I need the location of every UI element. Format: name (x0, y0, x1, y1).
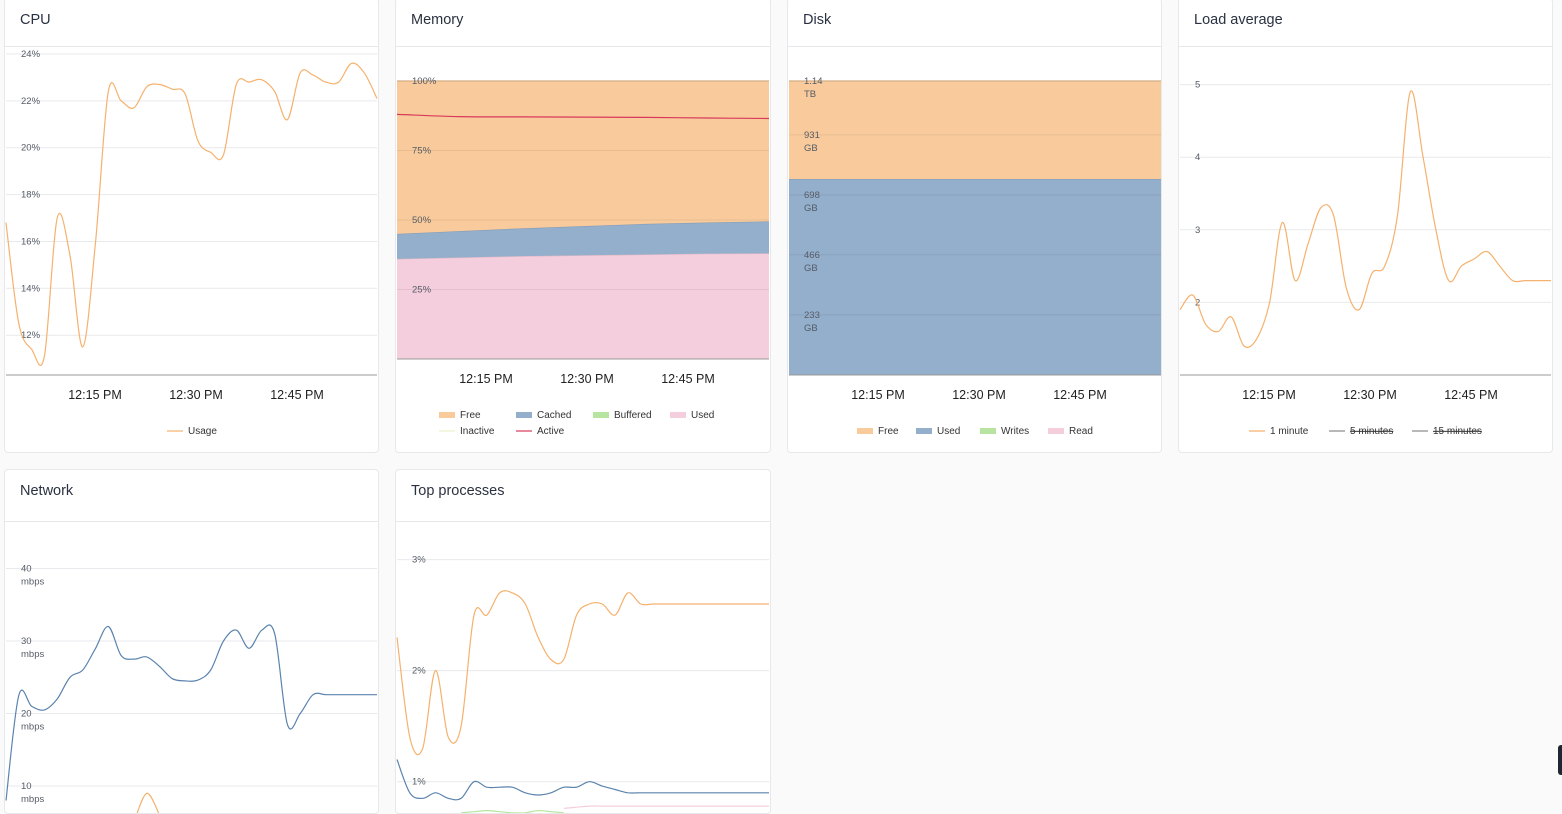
legend-label: 1 minute (1270, 426, 1309, 437)
legend-swatch (980, 428, 996, 434)
series-line-3 (461, 809, 564, 813)
legend-swatch (857, 428, 873, 434)
card-title: CPU (20, 12, 51, 28)
card-title: Disk (803, 12, 832, 28)
y-tick-label: 4 (1195, 152, 1200, 163)
y-tick-label: 16% (21, 237, 41, 248)
series-line-4 (563, 805, 769, 809)
memory-chart: 100% 75% 50% 25% 12:15 PM 12:30 PM 12:45 PM Fre… (396, 76, 770, 437)
area-used (397, 253, 769, 359)
y-tick-label: 50% (412, 215, 432, 226)
x-tick-label: 12:15 PM (68, 388, 122, 402)
memory-card: Memory 100% 75% 50% 25% 12:15 PM 12:30 PM 12:4… (395, 0, 771, 453)
area-free (789, 81, 1161, 179)
y-tick-label: 1% (412, 777, 426, 788)
legend-label: Inactive (460, 426, 495, 437)
cpu-chart: 24% 22% 20% 18% 16% 14% 12% 12:15 PM 12:30 PM 12:… (5, 49, 378, 437)
legend-label: Read (1069, 426, 1093, 437)
area-used (789, 179, 1161, 375)
series-line-2 (396, 759, 769, 801)
disk-chart: 1.14 TB 931 GB 698 GB 466 GB 233 GB 12:15 PM 12:30 … (789, 76, 1161, 437)
y-tick-label: 75% (412, 146, 432, 157)
card-title: Network (20, 483, 74, 499)
load-average-card: Load average 5 4 3 2 12:15 PM 12:30 PM 12:45 P… (1178, 0, 1553, 453)
y-tick-label: 698 GB (804, 190, 820, 214)
legend-swatch (670, 412, 686, 418)
y-tick-label: 100% (412, 76, 437, 87)
series-line-1 (396, 590, 769, 756)
legend-label: Writes (1001, 426, 1029, 437)
card-title: Memory (411, 12, 464, 28)
y-tick-label: 12% (21, 330, 41, 341)
legend-swatch (1048, 428, 1064, 434)
x-tick-label: 12:30 PM (1343, 388, 1397, 402)
y-tick-label: 466 GB (804, 250, 820, 274)
legend-label: 15 minutes (1433, 426, 1482, 437)
legend-label: Used (937, 426, 960, 437)
y-tick-label: 30 mbps (21, 636, 44, 660)
network-chart: 40 mbps 30 mbps 20 mbps 10 mbps (5, 564, 377, 813)
series-line-1 (5, 624, 377, 801)
x-tick-label: 12:45 PM (1053, 388, 1107, 402)
y-tick-label: 931 GB (804, 130, 820, 154)
series-line-1 (5, 62, 378, 366)
x-tick-label: 12:15 PM (459, 372, 513, 386)
x-tick-label: 12:45 PM (270, 388, 324, 402)
series-line-1 (1179, 90, 1551, 348)
y-tick-label: 14% (21, 283, 41, 294)
legend-label: Buffered (614, 410, 652, 421)
legend-label: Active (537, 426, 565, 437)
legend-label: 5 minutes (1350, 426, 1393, 437)
area-free (397, 81, 769, 234)
y-tick-label: 20 mbps (21, 709, 44, 733)
y-tick-label: 2% (412, 666, 426, 677)
y-tick-label: 3% (412, 555, 426, 566)
y-tick-label: 40 mbps (21, 564, 44, 588)
legend-label: Used (691, 410, 714, 421)
x-tick-label: 12:30 PM (560, 372, 614, 386)
legend-swatch (439, 412, 455, 418)
y-tick-label: 24% (21, 49, 41, 60)
x-tick-label: 12:30 PM (169, 388, 223, 402)
x-tick-label: 12:15 PM (1242, 388, 1296, 402)
x-tick-label: 12:30 PM (952, 388, 1006, 402)
legend-label: Usage (188, 426, 217, 437)
y-tick-label: 20% (21, 143, 41, 154)
card-title: Load average (1194, 12, 1283, 28)
series-line-active (396, 113, 770, 120)
cpu-card: CPU 24% 22% 20% 18% 16% 14% 12% 12:15 PM 12:30 P… (4, 0, 379, 453)
y-tick-label: 10 mbps (21, 781, 44, 805)
legend-swatch (593, 412, 609, 418)
y-tick-label: 5 (1195, 80, 1200, 91)
y-tick-label: 18% (21, 190, 41, 201)
top-processes-chart: 3% 2% 1% (396, 555, 769, 813)
legend-swatch (516, 412, 532, 418)
y-tick-label: 3 (1195, 225, 1200, 236)
x-tick-label: 12:45 PM (661, 372, 715, 386)
area-cached (397, 221, 769, 259)
disk-card: Disk 1.14 TB 931 GB 698 GB 466 GB 233 GB 12:15 PM 1… (787, 0, 1162, 453)
network-card: Network 40 mbps 30 mbps 20 mbps 10 mbps (4, 469, 379, 814)
y-tick-label: 25% (412, 285, 432, 296)
legend-label: Cached (537, 410, 571, 421)
side-panel-handle[interactable] (1558, 745, 1562, 775)
y-tick-label: 22% (21, 96, 41, 107)
legend-label: Free (460, 410, 481, 421)
card-title: Top processes (411, 483, 505, 499)
legend-label: Free (878, 426, 899, 437)
y-tick-label: 1.14 TB (804, 76, 823, 100)
y-tick-label: 233 GB (804, 310, 820, 334)
x-tick-label: 12:45 PM (1444, 388, 1498, 402)
top-processes-card: Top processes 3% 2% 1% (395, 469, 771, 814)
legend-swatch (916, 428, 932, 434)
x-tick-label: 12:15 PM (851, 388, 905, 402)
